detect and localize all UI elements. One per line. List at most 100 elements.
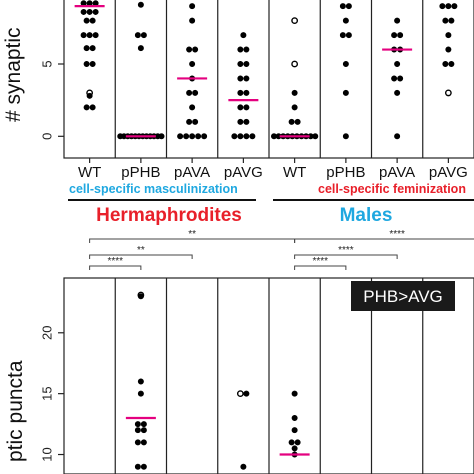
category-label: pAVG: [224, 164, 263, 181]
data-point: [134, 439, 141, 446]
top-y-axis-label: # synaptic: [2, 27, 25, 122]
category-label: WT: [78, 164, 101, 181]
subtitle-masculinization: cell-specific masculinization: [69, 182, 238, 196]
data-point: [137, 1, 144, 8]
data-point: [80, 8, 87, 15]
y-tick-label: 5: [39, 60, 54, 67]
data-point: [89, 60, 96, 67]
significance-label: ****: [312, 256, 328, 267]
y-tick-label: 10: [39, 447, 54, 461]
data-point: [189, 17, 196, 24]
data-point: [134, 32, 141, 39]
significance-bracket: [89, 265, 142, 270]
bottom-y-axis: 10 15 20: [39, 326, 64, 462]
data-point: [445, 32, 452, 39]
data-point: [92, 8, 99, 15]
data-point: [186, 46, 193, 53]
data-point: [231, 133, 238, 140]
data-point: [237, 118, 244, 125]
data-point: [158, 133, 165, 140]
data-point: [442, 17, 449, 24]
data-point: [86, 92, 93, 99]
data-point: [243, 390, 250, 397]
data-point: [189, 3, 196, 10]
significance-bracket: [294, 254, 398, 259]
data-point: [240, 463, 247, 470]
data-point: [186, 89, 193, 96]
bottom-y-axis-label: ptic puncta: [4, 360, 27, 462]
category-label: WT: [283, 164, 306, 181]
badge-background: [351, 281, 455, 311]
data-point: [339, 3, 346, 10]
data-point: [201, 133, 208, 140]
data-point: [243, 89, 250, 96]
data-point: [342, 60, 349, 67]
data-point: [249, 133, 256, 140]
y-tick-label: 15: [39, 386, 54, 400]
data-point: [291, 60, 299, 68]
data-point: [451, 3, 458, 10]
data-point: [345, 3, 352, 10]
significance-bracket: [294, 265, 347, 270]
data-point: [294, 439, 301, 446]
data-point: [237, 133, 244, 140]
data-point: [312, 133, 319, 140]
data-point: [291, 89, 298, 96]
data-point: [240, 32, 247, 39]
significance-label: ****: [338, 245, 354, 256]
data-point: [342, 17, 349, 24]
category-label: pAVA: [379, 164, 415, 181]
data-point: [192, 46, 199, 53]
data-point: [137, 293, 144, 300]
data-point: [237, 104, 244, 111]
subtitle-feminization: cell-specific feminization: [318, 182, 466, 196]
data-point: [291, 104, 298, 111]
data-point: [236, 390, 244, 398]
data-point: [291, 17, 299, 25]
data-point: [186, 118, 193, 125]
bottom-data-marks: [125, 291, 310, 470]
data-point: [237, 60, 244, 67]
data-point: [243, 60, 250, 67]
significance-bracket: [294, 238, 474, 243]
significance-label: ****: [107, 256, 123, 267]
data-point: [345, 32, 352, 39]
data-point: [294, 118, 301, 125]
y-tick-label: 20: [39, 326, 54, 340]
data-point: [195, 133, 202, 140]
category-label: pPHB: [326, 164, 365, 181]
data-point: [80, 32, 87, 39]
data-point: [134, 427, 141, 434]
data-point: [189, 104, 196, 111]
data-point: [291, 414, 298, 421]
data-point: [342, 89, 349, 96]
significance-label: ****: [389, 229, 405, 240]
data-point: [137, 390, 144, 397]
significance-bracket: [89, 254, 193, 259]
data-point: [394, 133, 401, 140]
data-point: [291, 427, 298, 434]
data-point: [397, 75, 404, 82]
data-point: [291, 445, 298, 452]
data-point: [237, 75, 244, 82]
data-point: [177, 133, 184, 140]
data-point: [189, 133, 196, 140]
data-point: [140, 439, 147, 446]
data-point: [448, 17, 455, 24]
group-label-males: Males: [340, 205, 393, 226]
data-point: [134, 421, 141, 428]
significance-brackets: ********************: [89, 229, 474, 270]
badge-label: PHB>AVG: [363, 287, 443, 306]
data-point: [394, 89, 401, 96]
data-point: [397, 32, 404, 39]
category-label: pAVG: [429, 164, 468, 181]
significance-label: **: [188, 229, 196, 240]
data-point: [140, 463, 147, 470]
data-point: [89, 104, 96, 111]
data-point: [137, 378, 144, 385]
data-point: [243, 133, 250, 140]
data-point: [291, 390, 298, 397]
data-point: [391, 32, 398, 39]
